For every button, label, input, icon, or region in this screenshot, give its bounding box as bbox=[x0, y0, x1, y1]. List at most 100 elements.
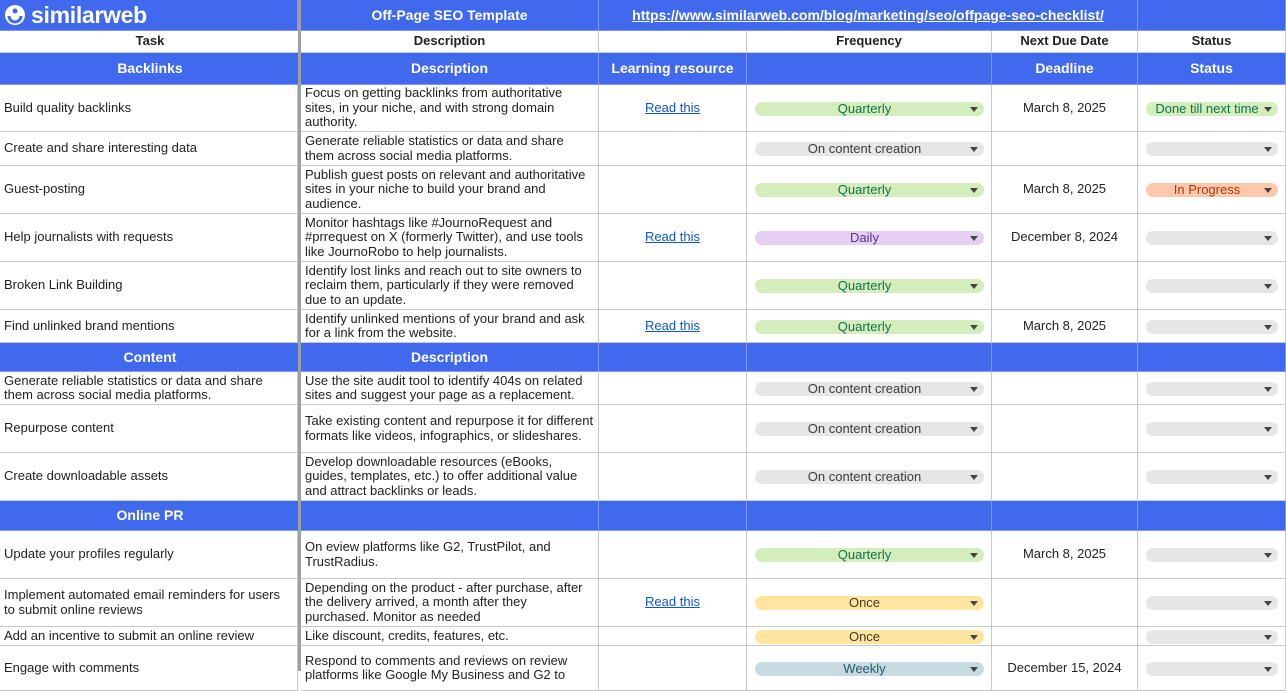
column-header: Task bbox=[0, 31, 301, 53]
section-header bbox=[301, 501, 599, 531]
dropdown-chip[interactable] bbox=[1146, 142, 1278, 156]
frequency-cell: On content creation bbox=[747, 405, 992, 453]
section-header: Description bbox=[301, 343, 599, 372]
dropdown-chip[interactable]: Once bbox=[755, 629, 984, 644]
dropdown-chip[interactable] bbox=[1146, 422, 1278, 436]
frequency-cell: Weekly bbox=[747, 646, 992, 691]
logo-cell: similarweb bbox=[0, 0, 298, 31]
dropdown-chip[interactable]: On content creation bbox=[755, 142, 984, 156]
description-cell: Take existing content and repurpose it f… bbox=[301, 405, 599, 453]
due-date-cell bbox=[992, 579, 1138, 627]
frequency-cell: Quarterly bbox=[747, 166, 992, 214]
resource-link[interactable]: Read this bbox=[645, 99, 700, 115]
status-cell bbox=[1138, 646, 1286, 691]
description-cell: Use the site audit tool to identify 404s… bbox=[301, 372, 599, 405]
due-date-cell bbox=[992, 262, 1138, 310]
frequency-cell: On content creation bbox=[747, 132, 992, 166]
description-cell: Focus on getting backlinks from authorit… bbox=[301, 85, 599, 132]
dropdown-chip[interactable]: Daily bbox=[755, 231, 984, 245]
url-link[interactable]: https://www.similarweb.com/blog/marketin… bbox=[632, 6, 1104, 23]
sheet-title: Off-Page SEO Template bbox=[301, 0, 599, 31]
dropdown-chip[interactable] bbox=[1146, 596, 1278, 610]
resource-link[interactable]: Read this bbox=[645, 229, 700, 245]
status-cell: Done till next time bbox=[1138, 85, 1286, 132]
resource-link[interactable]: Read this bbox=[645, 594, 700, 610]
dropdown-chip[interactable]: On content creation bbox=[755, 470, 984, 484]
section-header: Backlinks bbox=[0, 53, 301, 85]
dropdown-chip[interactable]: In Progress bbox=[1146, 183, 1278, 197]
due-date-cell: December 15, 2024 bbox=[992, 646, 1138, 691]
section-header: Learning resource bbox=[599, 53, 747, 85]
dropdown-chip[interactable] bbox=[1146, 279, 1278, 293]
frequency-cell: Once bbox=[747, 627, 992, 646]
dropdown-chip[interactable] bbox=[1146, 470, 1278, 484]
dropdown-chip[interactable] bbox=[1146, 548, 1278, 562]
status-cell bbox=[1138, 132, 1286, 166]
dropdown-chip[interactable]: Quarterly bbox=[755, 548, 984, 562]
dropdown-chip[interactable] bbox=[1146, 231, 1278, 245]
url-cell: https://www.similarweb.com/blog/marketin… bbox=[599, 0, 1138, 31]
status-cell bbox=[1138, 627, 1286, 646]
due-date-cell bbox=[992, 132, 1138, 166]
resource-cell: Read this bbox=[599, 85, 747, 132]
status-cell bbox=[1138, 579, 1286, 627]
description-cell: On eview platforms like G2, TrustPilot, … bbox=[301, 531, 599, 579]
description-cell: Monitor hashtags like #JournoRequest and… bbox=[301, 214, 599, 262]
task-cell: Broken Link Building bbox=[0, 262, 298, 310]
description-cell: Identify lost links and reach out to sit… bbox=[301, 262, 599, 310]
task-cell: Create downloadable assets bbox=[0, 453, 298, 501]
task-cell: Update your profiles regularly bbox=[0, 531, 298, 579]
section-header: Deadline bbox=[992, 53, 1138, 85]
due-date-cell: March 8, 2025 bbox=[992, 310, 1138, 343]
frequency-cell: Quarterly bbox=[747, 85, 992, 132]
resource-cell bbox=[599, 627, 747, 646]
resource-cell bbox=[599, 646, 747, 691]
dropdown-chip[interactable] bbox=[1146, 319, 1278, 334]
dropdown-chip[interactable]: Quarterly bbox=[755, 319, 984, 334]
dropdown-chip[interactable]: Once bbox=[755, 596, 984, 610]
resource-cell: Read this bbox=[599, 579, 747, 627]
dropdown-chip[interactable]: Quarterly bbox=[755, 101, 984, 116]
task-cell: Guest-posting bbox=[0, 166, 298, 214]
section-header bbox=[992, 343, 1138, 372]
dropdown-chip[interactable] bbox=[1146, 629, 1278, 644]
status-cell bbox=[1138, 262, 1286, 310]
dropdown-chip[interactable]: Weekly bbox=[755, 661, 984, 676]
frequency-cell: On content creation bbox=[747, 372, 992, 405]
frequency-cell: Once bbox=[747, 579, 992, 627]
dropdown-chip[interactable]: On content creation bbox=[755, 422, 984, 436]
dropdown-chip[interactable]: Quarterly bbox=[755, 183, 984, 197]
dropdown-chip[interactable]: On content creation bbox=[755, 381, 984, 396]
section-header bbox=[747, 343, 992, 372]
task-cell: Implement automated email reminders for … bbox=[0, 579, 298, 627]
dropdown-chip[interactable]: Quarterly bbox=[755, 279, 984, 293]
resource-cell bbox=[599, 531, 747, 579]
task-cell: Find unlinked brand mentions bbox=[0, 310, 298, 343]
column-header bbox=[599, 31, 747, 53]
description-cell: Generate reliable statistics or data and… bbox=[301, 132, 599, 166]
frequency-cell: On content creation bbox=[747, 453, 992, 501]
dropdown-chip[interactable]: Done till next time bbox=[1146, 101, 1278, 116]
status-cell bbox=[1138, 372, 1286, 405]
description-cell: Identify unlinked mentions of your brand… bbox=[301, 310, 599, 343]
section-header: Content bbox=[0, 343, 301, 372]
resource-link[interactable]: Read this bbox=[645, 317, 700, 333]
resource-cell: Read this bbox=[599, 214, 747, 262]
section-header: Status bbox=[1138, 53, 1286, 85]
description-cell: Respond to comments and reviews on revie… bbox=[301, 646, 599, 691]
resource-cell bbox=[599, 405, 747, 453]
dropdown-chip[interactable] bbox=[1146, 381, 1278, 396]
section-header bbox=[1138, 343, 1286, 372]
description-cell: Publish guest posts on relevant and auth… bbox=[301, 166, 599, 214]
resource-cell bbox=[599, 453, 747, 501]
resource-cell bbox=[599, 132, 747, 166]
due-date-cell bbox=[992, 405, 1138, 453]
due-date-cell bbox=[992, 372, 1138, 405]
task-cell: Generate reliable statistics or data and… bbox=[0, 372, 298, 405]
resource-cell bbox=[599, 262, 747, 310]
resource-cell bbox=[599, 166, 747, 214]
due-date-cell: December 8, 2024 bbox=[992, 214, 1138, 262]
dropdown-chip[interactable] bbox=[1146, 661, 1278, 676]
due-date-cell bbox=[992, 453, 1138, 501]
